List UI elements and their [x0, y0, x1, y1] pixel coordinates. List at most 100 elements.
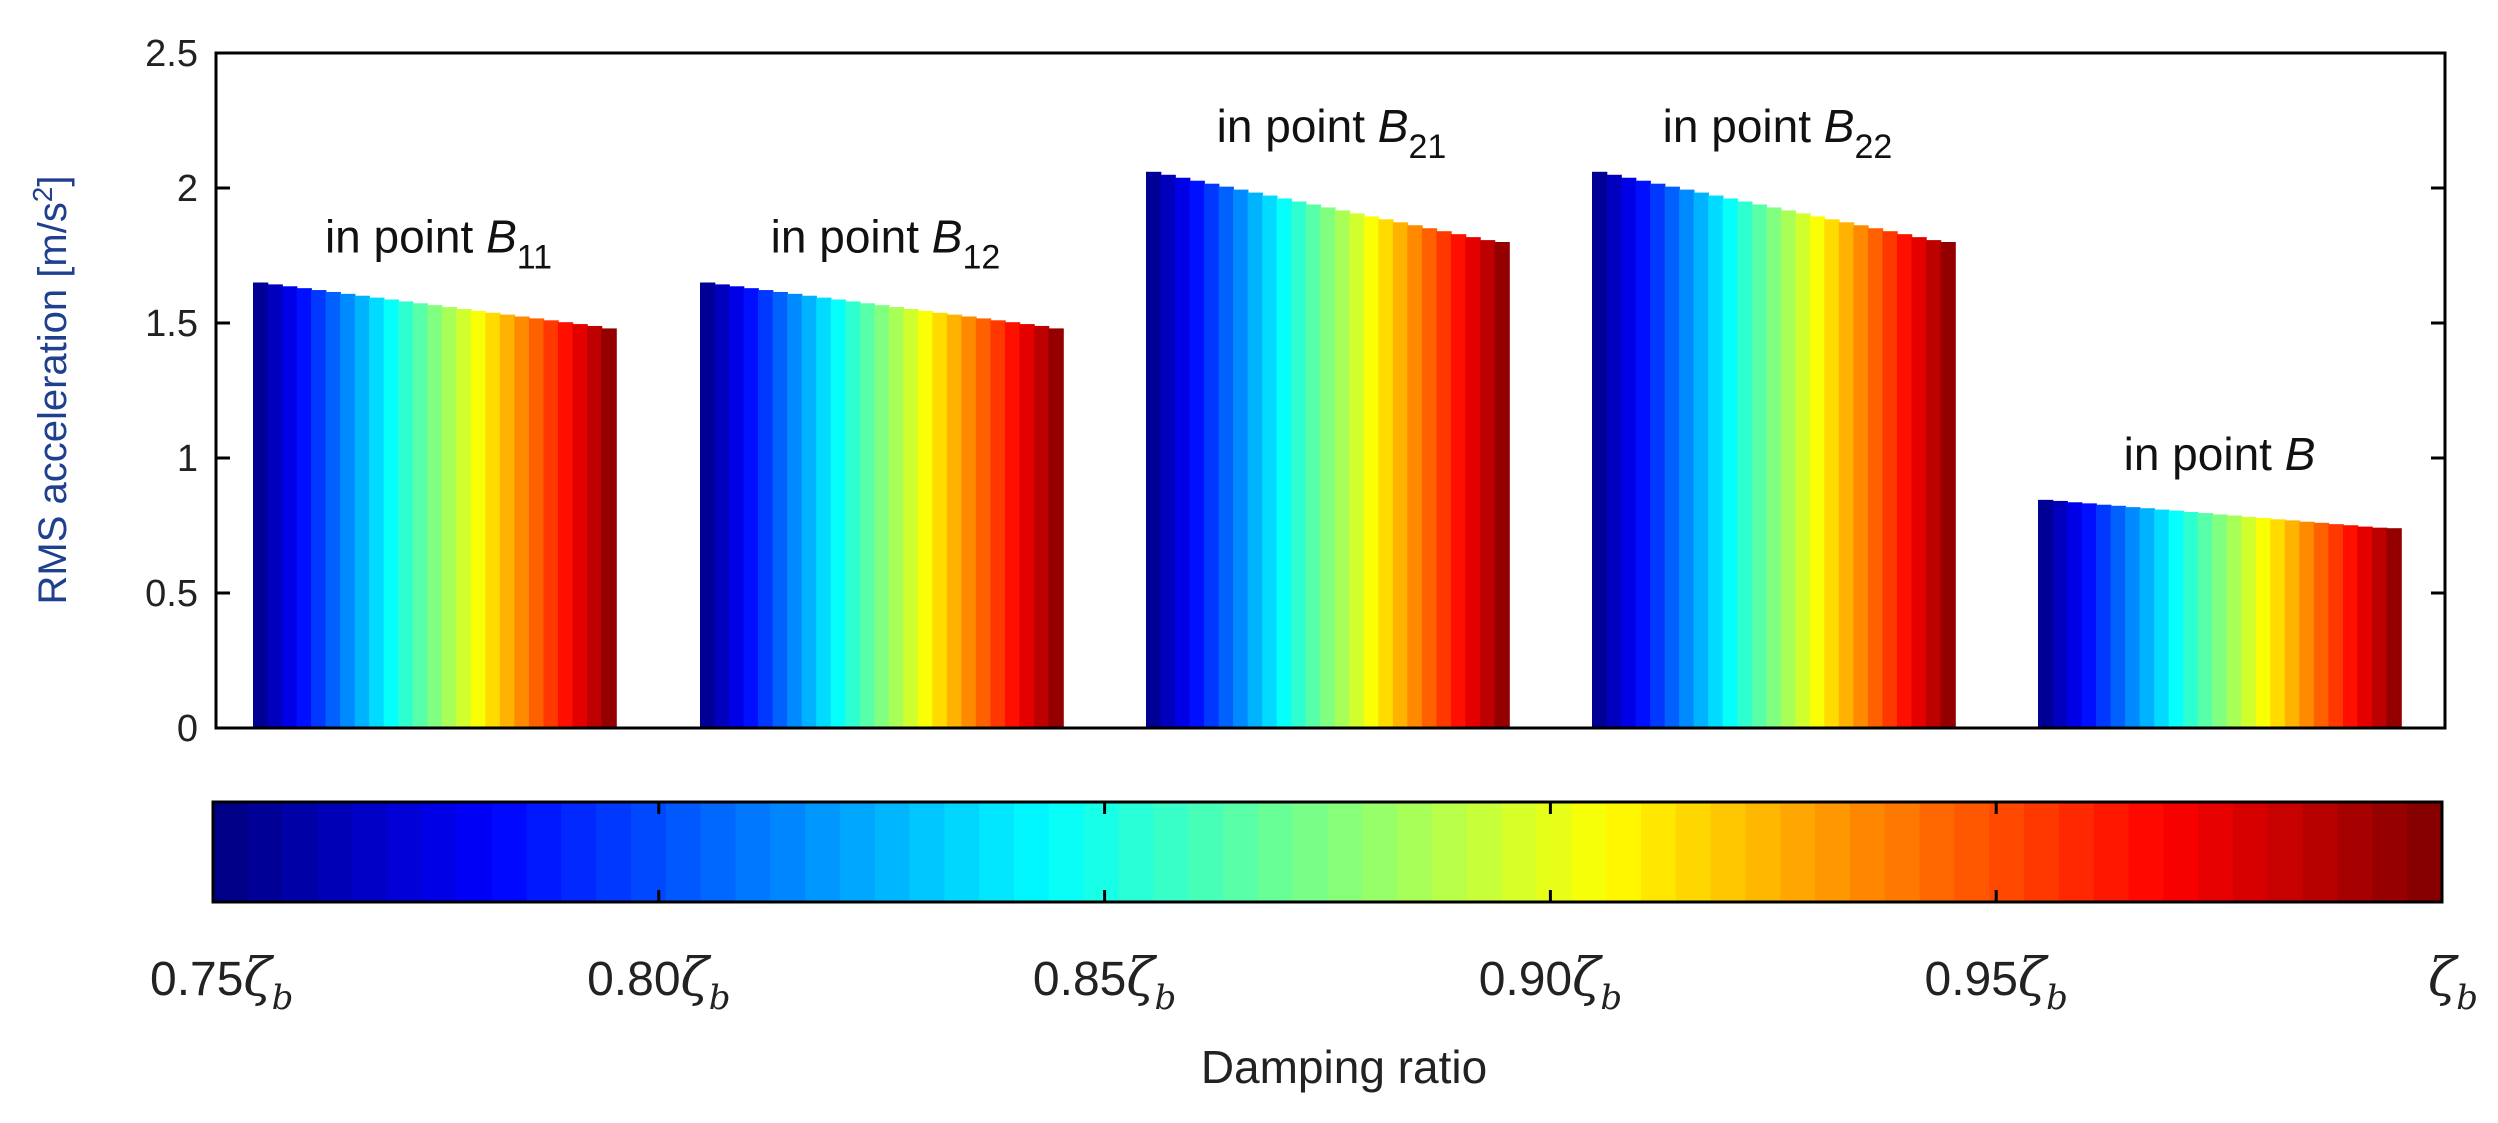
bar: [2284, 520, 2301, 728]
bar: [1650, 183, 1666, 728]
bar: [1363, 216, 1380, 728]
bar: [1305, 204, 1322, 729]
bar: [787, 293, 803, 728]
bar: [1334, 210, 1351, 728]
colorbar-tick-label: 0.95ζb: [1925, 948, 2068, 1018]
bar: [729, 286, 745, 728]
colorbar-cell: [2302, 802, 2339, 902]
bar: [1450, 234, 1467, 729]
colorbar-cell: [317, 802, 354, 902]
colorbar-cell: [1884, 802, 1921, 902]
bar: [1276, 198, 1292, 728]
bar: [412, 303, 429, 728]
bar: [2168, 510, 2184, 728]
bar: [917, 310, 934, 728]
colorbar-cell: [1675, 802, 1712, 902]
bar: [1867, 228, 1884, 729]
bar: [1809, 216, 1826, 728]
bar: [2110, 505, 2126, 728]
bar-group-label: in point B: [2124, 428, 2316, 480]
bar: [975, 318, 992, 728]
bar-group: [2038, 499, 2402, 728]
bar: [2081, 503, 2097, 728]
bar-group: [700, 282, 1064, 728]
bar: [1911, 237, 1927, 728]
bar: [1233, 189, 1249, 728]
bar: [2125, 507, 2141, 728]
bar: [1838, 222, 1855, 729]
bar: [1189, 180, 1205, 728]
bar: [586, 325, 603, 728]
colorbar-cell: [1327, 802, 1364, 902]
bar: [801, 295, 817, 728]
bar: [2096, 504, 2112, 728]
colorbar-cell: [2337, 802, 2374, 902]
bar: [369, 297, 385, 728]
bar-group-label: in point B21: [1217, 100, 1447, 166]
colorbar-cell: [1118, 802, 1155, 902]
colorbar-cell: [700, 802, 737, 902]
bar: [700, 282, 716, 728]
bar: [888, 307, 905, 728]
bar: [2139, 508, 2155, 728]
bar: [1291, 201, 1307, 728]
bar: [2226, 515, 2243, 728]
bar: [2197, 513, 2214, 728]
bar-group-label: in point B12: [771, 211, 1001, 277]
bar: [859, 303, 876, 728]
colorbar-cell: [1014, 802, 1050, 902]
colorbar-cell: [1849, 802, 1886, 902]
bar: [2038, 499, 2054, 728]
colorbar-cell: [213, 802, 249, 902]
bars-layer: [253, 171, 2402, 729]
colorbar-cell: [247, 802, 284, 902]
colorbar-cell: [1048, 802, 1085, 902]
colorbar-cell: [2163, 802, 2200, 902]
bar: [1708, 195, 1724, 728]
colorbar-cell: [1257, 802, 1294, 902]
colorbar-cell: [1292, 802, 1329, 902]
bar: [1737, 201, 1753, 728]
bar: [253, 282, 269, 728]
bar: [961, 316, 977, 728]
colorbar-cell: [1536, 802, 1573, 902]
bar: [340, 293, 356, 728]
bar: [441, 307, 458, 728]
bar: [1175, 177, 1191, 729]
bar: [2357, 526, 2373, 728]
colorbar-cell: [1188, 802, 1224, 902]
bar: [2270, 519, 2286, 728]
bar: [470, 310, 487, 728]
bar: [1664, 186, 1680, 728]
colorbar-cell: [526, 802, 563, 902]
bar: [1635, 180, 1651, 728]
colorbar-cell: [387, 802, 423, 902]
bar: [1795, 213, 1811, 728]
y-tick-label: 2.5: [145, 33, 198, 75]
colorbar-cell: [282, 802, 319, 902]
colorbar-cell: [839, 802, 876, 902]
bar: [758, 290, 774, 728]
colorbar-cell: [1710, 802, 1747, 902]
colorbar-cell: [2058, 802, 2095, 902]
colorbar-cell: [630, 802, 667, 902]
bar: [903, 308, 919, 728]
bar: [990, 320, 1006, 728]
colorbar-cell: [1397, 802, 1433, 902]
bar: [2313, 522, 2330, 728]
bar: [1592, 171, 1608, 729]
bar: [1780, 210, 1797, 728]
bar: [2386, 528, 2402, 728]
bar: [845, 301, 861, 728]
bar: [1033, 325, 1050, 728]
bar: [1479, 240, 1496, 729]
bar: [1421, 228, 1438, 729]
bar: [325, 291, 341, 728]
bar: [2371, 527, 2388, 728]
colorbar-cell: [665, 802, 702, 902]
colorbar: [213, 802, 2443, 902]
colorbar-ticks: 0.75ζb 0.80ζb 0.85ζb 0.90ζb 0.95ζb ζb: [150, 802, 2478, 1018]
colorbar-cell: [2128, 802, 2165, 902]
bar-group-label: in point B11: [325, 211, 552, 277]
